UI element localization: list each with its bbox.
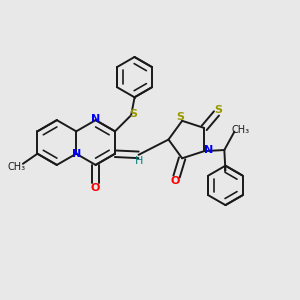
Text: S: S [214, 105, 222, 115]
Text: N: N [72, 149, 81, 159]
Text: O: O [91, 183, 100, 193]
Text: S: S [177, 112, 184, 122]
Text: H: H [135, 156, 143, 167]
Text: CH₃: CH₃ [232, 125, 250, 136]
Text: S: S [130, 109, 137, 119]
Text: N: N [91, 114, 100, 124]
Text: O: O [170, 176, 180, 186]
Text: CH₃: CH₃ [7, 162, 26, 172]
Text: N: N [204, 145, 213, 155]
